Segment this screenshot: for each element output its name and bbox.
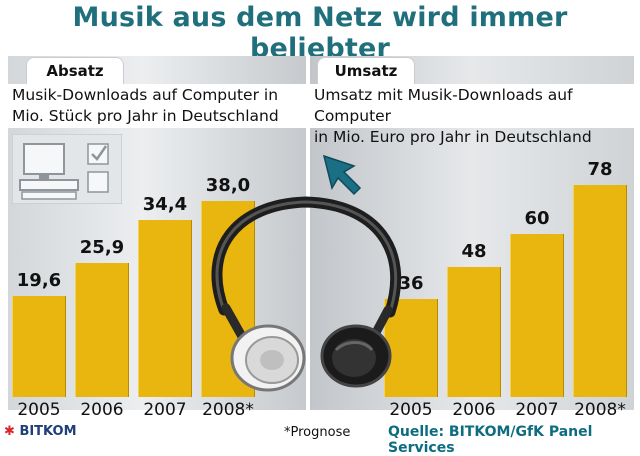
umsatz-bar-2006 <box>447 267 501 397</box>
checkbox-icon <box>87 143 109 193</box>
umsatz-x-tick-label: 2007 <box>515 400 559 420</box>
headphones-icon <box>211 196 402 392</box>
umsatz-value-label: 36 <box>398 273 424 294</box>
absatz-subtitle-line-2: Mio. Stück pro Jahr in Deutschland <box>12 107 279 125</box>
chart-title: Musik aus dem Netz wird immer beliebter <box>72 2 568 64</box>
umsatz-bar-2008 <box>573 185 627 397</box>
umsatz-value-label: 78 <box>587 159 613 180</box>
umsatz-value-label: 60 <box>524 208 550 229</box>
logo-mark-icon: ✱ <box>4 424 15 439</box>
umsatz-x-tick-label: 2006 <box>452 400 496 420</box>
logo-text: BITKOM <box>19 424 77 439</box>
umsatz-bar-2007 <box>510 234 564 397</box>
absatz-x-tick-label: 2007 <box>143 400 187 420</box>
absatz-value-label: 34,4 <box>142 194 188 215</box>
umsatz-subtitle-line-2: in Mio. Euro pro Jahr in Deutschland <box>314 128 592 146</box>
umsatz-x-tick-label: 2008* <box>574 400 626 420</box>
umsatz-subtitle-line-1: Umsatz mit Musik-Downloads auf Computer <box>314 86 573 125</box>
source-note: Quelle: BITKOM/GfK Panel Services <box>388 424 593 456</box>
absatz-value-label: 38,0 <box>205 175 251 196</box>
absatz-bar-2007 <box>138 220 192 397</box>
bitkom-logo: ✱ BITKOM <box>4 424 77 439</box>
cursor-arrow-icon <box>322 154 362 196</box>
absatz-bar-2006 <box>75 263 129 397</box>
umsatz-subtitle: Umsatz mit Musik-Downloads auf Computer … <box>310 84 634 146</box>
absatz-x-tick-label: 2006 <box>80 400 124 420</box>
umsatz-x-tick-label: 2005 <box>389 400 433 420</box>
absatz-tab: Absatz <box>27 58 123 84</box>
absatz-x-tick-label: 2005 <box>17 400 61 420</box>
absatz-subtitle: Musik-Downloads auf Computer in Mio. Stü… <box>8 84 306 128</box>
absatz-subtitle-line-1: Musik-Downloads auf Computer in <box>12 86 279 104</box>
absatz-value-label: 25,9 <box>79 237 125 258</box>
absatz-x-tick-label: 2008* <box>202 400 254 420</box>
umsatz-value-label: 48 <box>461 241 487 262</box>
umsatz-tab: Umsatz <box>318 58 414 84</box>
absatz-bar-2005 <box>12 296 66 397</box>
absatz-value-label: 19,6 <box>16 270 62 291</box>
footnote: *Prognose <box>284 425 351 440</box>
